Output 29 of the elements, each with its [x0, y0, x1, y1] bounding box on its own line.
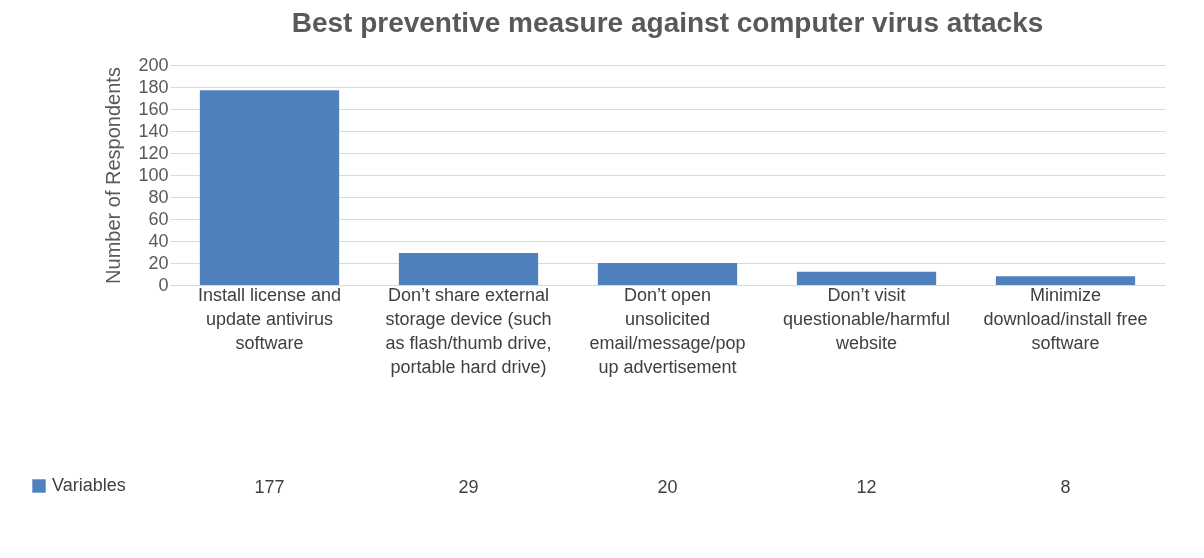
y-tick-label: 180: [138, 76, 169, 97]
chart-title: Best preventive measure against computer virus attacks: [291, 7, 1044, 38]
y-tick-label: 200: [138, 54, 169, 75]
data-label: 12: [856, 477, 877, 497]
y-tick-label: 140: [138, 120, 169, 141]
x-tick-label: Don’t share external storage device (such as flash/thumb drive, portable hard drive): [385, 284, 552, 377]
bar: [796, 271, 937, 285]
y-tick-label: 100: [138, 164, 169, 185]
bar: [995, 276, 1136, 285]
x-tick-label: Don’t open unsolicited email/message/pop up advertisement: [589, 284, 746, 377]
y-tick-label: 60: [148, 208, 169, 229]
bar: [199, 90, 340, 285]
x-tick-label: Don’t visit questionable/harmful website: [782, 284, 951, 353]
y-axis-title: Number of Respondents: [102, 67, 125, 284]
data-label: 29: [458, 477, 479, 497]
legend-label: Variables: [52, 475, 126, 495]
bar: [398, 253, 539, 285]
data-label: 20: [657, 477, 678, 497]
data-label: 8: [1060, 477, 1071, 497]
y-tick-label: 120: [138, 142, 169, 163]
y-tick-label: 40: [148, 230, 169, 251]
x-tick-label: Install license and update antivirus software: [197, 284, 342, 353]
data-label: 177: [254, 477, 285, 497]
x-tick-label: Minimize download/install free software: [983, 284, 1148, 353]
y-tick-label: 160: [138, 98, 169, 119]
y-tick-label: 80: [148, 186, 169, 207]
y-tick-label: 0: [158, 274, 169, 295]
y-tick-label: 20: [148, 252, 169, 273]
bar: [597, 263, 738, 285]
